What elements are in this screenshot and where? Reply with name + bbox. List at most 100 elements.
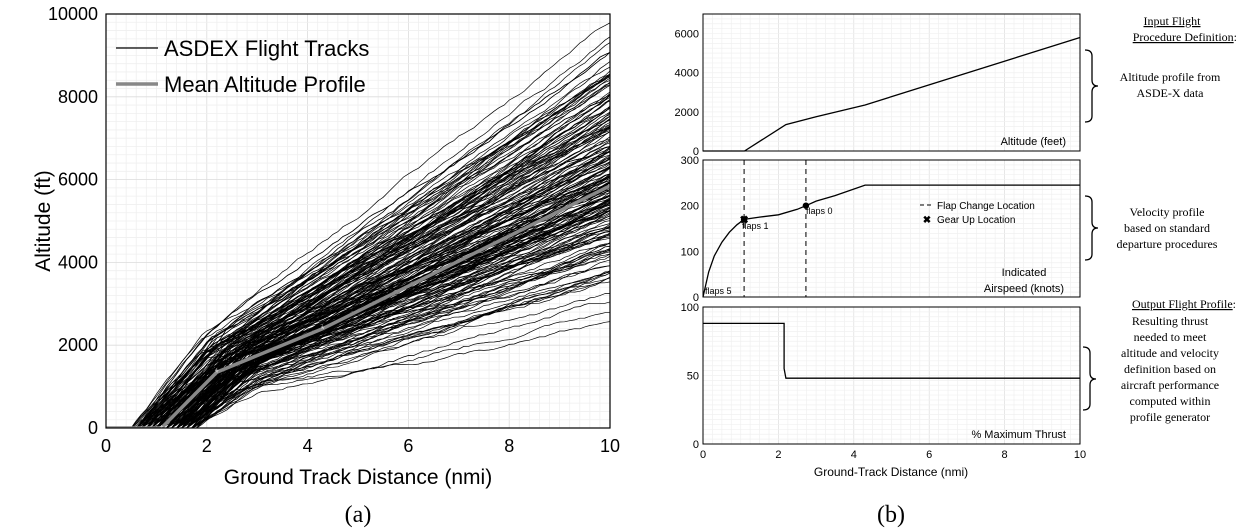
x-tick-label: 4	[303, 436, 313, 456]
flight-track	[106, 166, 610, 428]
y-tick-label: 0	[88, 418, 98, 438]
mean-altitude-profile: * * * *	[106, 182, 612, 435]
flight-track	[106, 128, 610, 428]
flight-track	[106, 51, 610, 428]
x-tick-label: 0	[700, 449, 706, 461]
flight-track	[106, 146, 610, 428]
flight-track	[106, 271, 610, 428]
panel-label-a: (a)	[345, 502, 372, 528]
mean-profile-point: *	[215, 368, 219, 379]
thrust-note-line1: Resulting thrust	[1132, 314, 1209, 328]
alt-note-line2: ASDE-X data	[1137, 86, 1205, 100]
flight-track	[106, 248, 610, 428]
flight-track	[106, 91, 610, 428]
x-tick-label: 8	[504, 436, 514, 456]
subplot-altitude: 0 2000 4000 6000 Altitude (feet)	[675, 13, 1081, 158]
grid-middle	[702, 159, 1081, 298]
flight-track	[106, 107, 610, 428]
thrust-note-line5: aircraft performance	[1121, 378, 1219, 392]
mean-profile-line	[106, 184, 610, 428]
tick-labels-top: 0 2000 4000 6000	[675, 29, 699, 158]
alt-note-line1: Altitude profile from	[1120, 70, 1221, 84]
y-tick-label: 2000	[58, 335, 98, 355]
mean-profile-point: *	[321, 325, 325, 336]
annotations: Input Flight Procedure Definition: Altit…	[1082, 14, 1237, 424]
flight-track	[106, 94, 610, 428]
flight-track	[106, 246, 610, 428]
legend-middle: Flap Change Location ✖ Gear Up Location	[920, 201, 1035, 226]
axes-frame-middle	[702, 159, 1081, 298]
flight-track	[106, 173, 610, 428]
flight-track	[106, 167, 610, 428]
vel-note-line2: based on standard	[1124, 221, 1210, 235]
axes-frame-top	[702, 13, 1081, 152]
x-tick-label: 2	[202, 436, 212, 456]
flight-track	[106, 272, 610, 428]
flight-track	[106, 80, 610, 428]
y-tick-label: 6000	[675, 29, 699, 41]
legend-label-gear: Gear Up Location	[937, 215, 1015, 226]
mean-profile-point: *	[159, 424, 163, 435]
grid-top	[702, 13, 1081, 152]
flight-track	[106, 272, 610, 428]
y-tick-label: 300	[681, 155, 699, 167]
flight-track	[106, 150, 610, 428]
mean-profile-point: *	[608, 182, 612, 193]
input-title-line2: Procedure Definition:	[1133, 30, 1237, 44]
y-tick-label: 4000	[58, 252, 98, 272]
y-tick-label: 6000	[58, 170, 98, 190]
input-title-colon: :	[1234, 30, 1237, 44]
flight-track	[106, 146, 610, 428]
flight-track	[106, 183, 610, 428]
markers-middle: ✖	[739, 202, 810, 226]
thrust-label: % Maximum Thrust	[971, 429, 1066, 441]
flight-track	[106, 74, 610, 428]
input-title-line2-text: Procedure Definition	[1133, 30, 1234, 44]
thrust-line	[703, 322, 1080, 379]
panel-a: * * * * 0 2 4 6 8 10 0 2000 4000 6000 8000 10000 Groun…	[32, 4, 620, 528]
y-axis-label-a: Altitude (ft)	[32, 170, 55, 272]
x-tick-label: 10	[1074, 449, 1086, 461]
flap-change-point	[802, 202, 810, 209]
flaps-1-label: flaps 1	[742, 221, 769, 231]
airspeed-label-line1: Indicated	[1002, 267, 1047, 279]
flight-track	[106, 73, 610, 428]
flaps-0-label: flaps 0	[806, 206, 833, 216]
flap-change-lines	[743, 160, 807, 297]
x-tick-label: 2	[775, 449, 781, 461]
x-tick-label: 10	[600, 436, 620, 456]
legend-label-tracks: ASDEX Flight Tracks	[164, 36, 369, 61]
flight-track	[106, 93, 610, 428]
subplot-airspeed: ✖ 0 100 200 300 flaps 5 flaps 1 flaps 0 Fla…	[681, 155, 1081, 304]
output-title: Output Flight Profile:	[1132, 297, 1236, 311]
axes-frame-bottom	[702, 306, 1081, 445]
legend-a: ASDEX Flight Tracks Mean Altitude Profil…	[116, 36, 369, 97]
y-tick-label: 10000	[48, 4, 98, 24]
flight-track	[106, 163, 610, 428]
flight-track	[106, 147, 610, 428]
thrust-note-line4: definition based on	[1124, 362, 1216, 376]
tick-labels-bottom: 0 50 100 0 2 4 6 8 10	[681, 302, 1086, 461]
y-tick-label: 0	[693, 292, 699, 304]
flap-change-point	[740, 216, 748, 223]
x-tick-label: 6	[926, 449, 932, 461]
grid-bottom	[702, 306, 1081, 445]
flight-track	[106, 270, 610, 428]
flight-track	[106, 107, 610, 428]
subplot-thrust: 0 50 100 0 2 4 6 8 10 % Maximum Thrust Ground-Tr…	[681, 302, 1086, 479]
thrust-note-line2: needed to meet	[1134, 330, 1207, 344]
legend-label-flap: Flap Change Location	[937, 201, 1035, 212]
vel-note-line1: Velocity profile	[1130, 205, 1205, 219]
flight-track	[106, 158, 610, 428]
y-tick-label: 8000	[58, 87, 98, 107]
flight-track	[106, 94, 610, 428]
y-tick-label: 100	[681, 302, 699, 314]
brace-velocity	[1084, 195, 1099, 261]
airspeed-line	[702, 184, 1080, 298]
flight-track	[106, 207, 610, 428]
vel-note-line3: departure procedures	[1117, 237, 1218, 251]
y-tick-label: 50	[687, 371, 699, 383]
flight-track	[106, 231, 610, 428]
